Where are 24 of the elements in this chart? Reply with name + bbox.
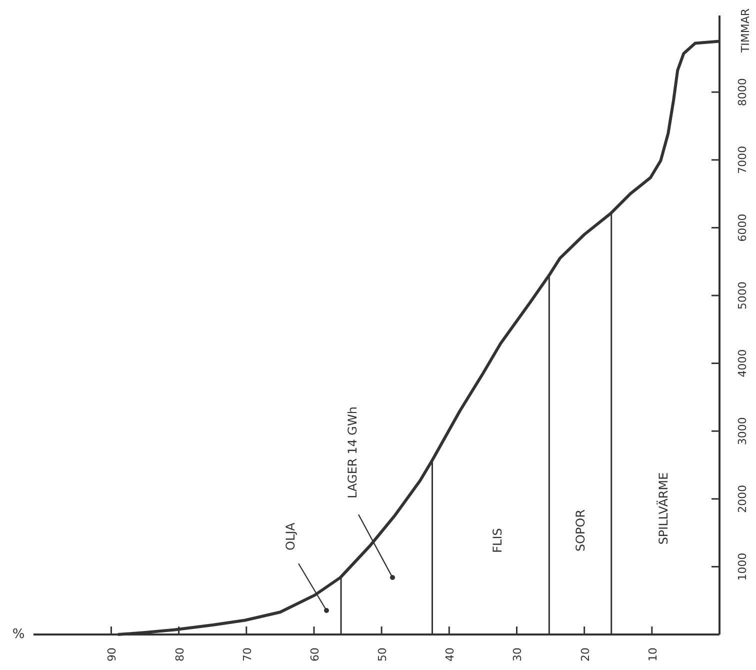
x-tick-label: 90 [106,648,119,662]
x-tick-label: 40 [444,648,457,662]
x-tick-label: 20 [578,648,592,662]
y-tick-label: 8000 [736,78,749,106]
x-tick-label: 10 [646,648,660,662]
y-tick-label: 6000 [736,214,749,242]
annotation: OLJA [284,522,298,550]
y-tick-label: 2000 [736,484,749,513]
x-tick-label: 80 [173,648,186,662]
y-tick-label: 5000 [736,282,749,310]
x-tick-label: 30 [511,648,524,662]
y-tick-label: 7000 [736,146,749,174]
x-tick-label: 70 [240,648,254,662]
x-tick-label: 60 [308,648,322,662]
y-tick-label: 4000 [736,349,749,378]
annotation: FLIS [490,528,504,553]
annotation: SPILLVÄRME [656,472,670,545]
annotation: SOPOR [574,509,588,552]
y-tick-label: 1000 [736,552,749,581]
x-tick-label: 50 [376,648,390,662]
x-axis-title: % [12,627,25,642]
y-tick-label: 3000 [736,417,749,446]
annotation: LAGER 14 GWh [346,406,360,498]
y-axis-title: TIMMAR [739,8,752,54]
